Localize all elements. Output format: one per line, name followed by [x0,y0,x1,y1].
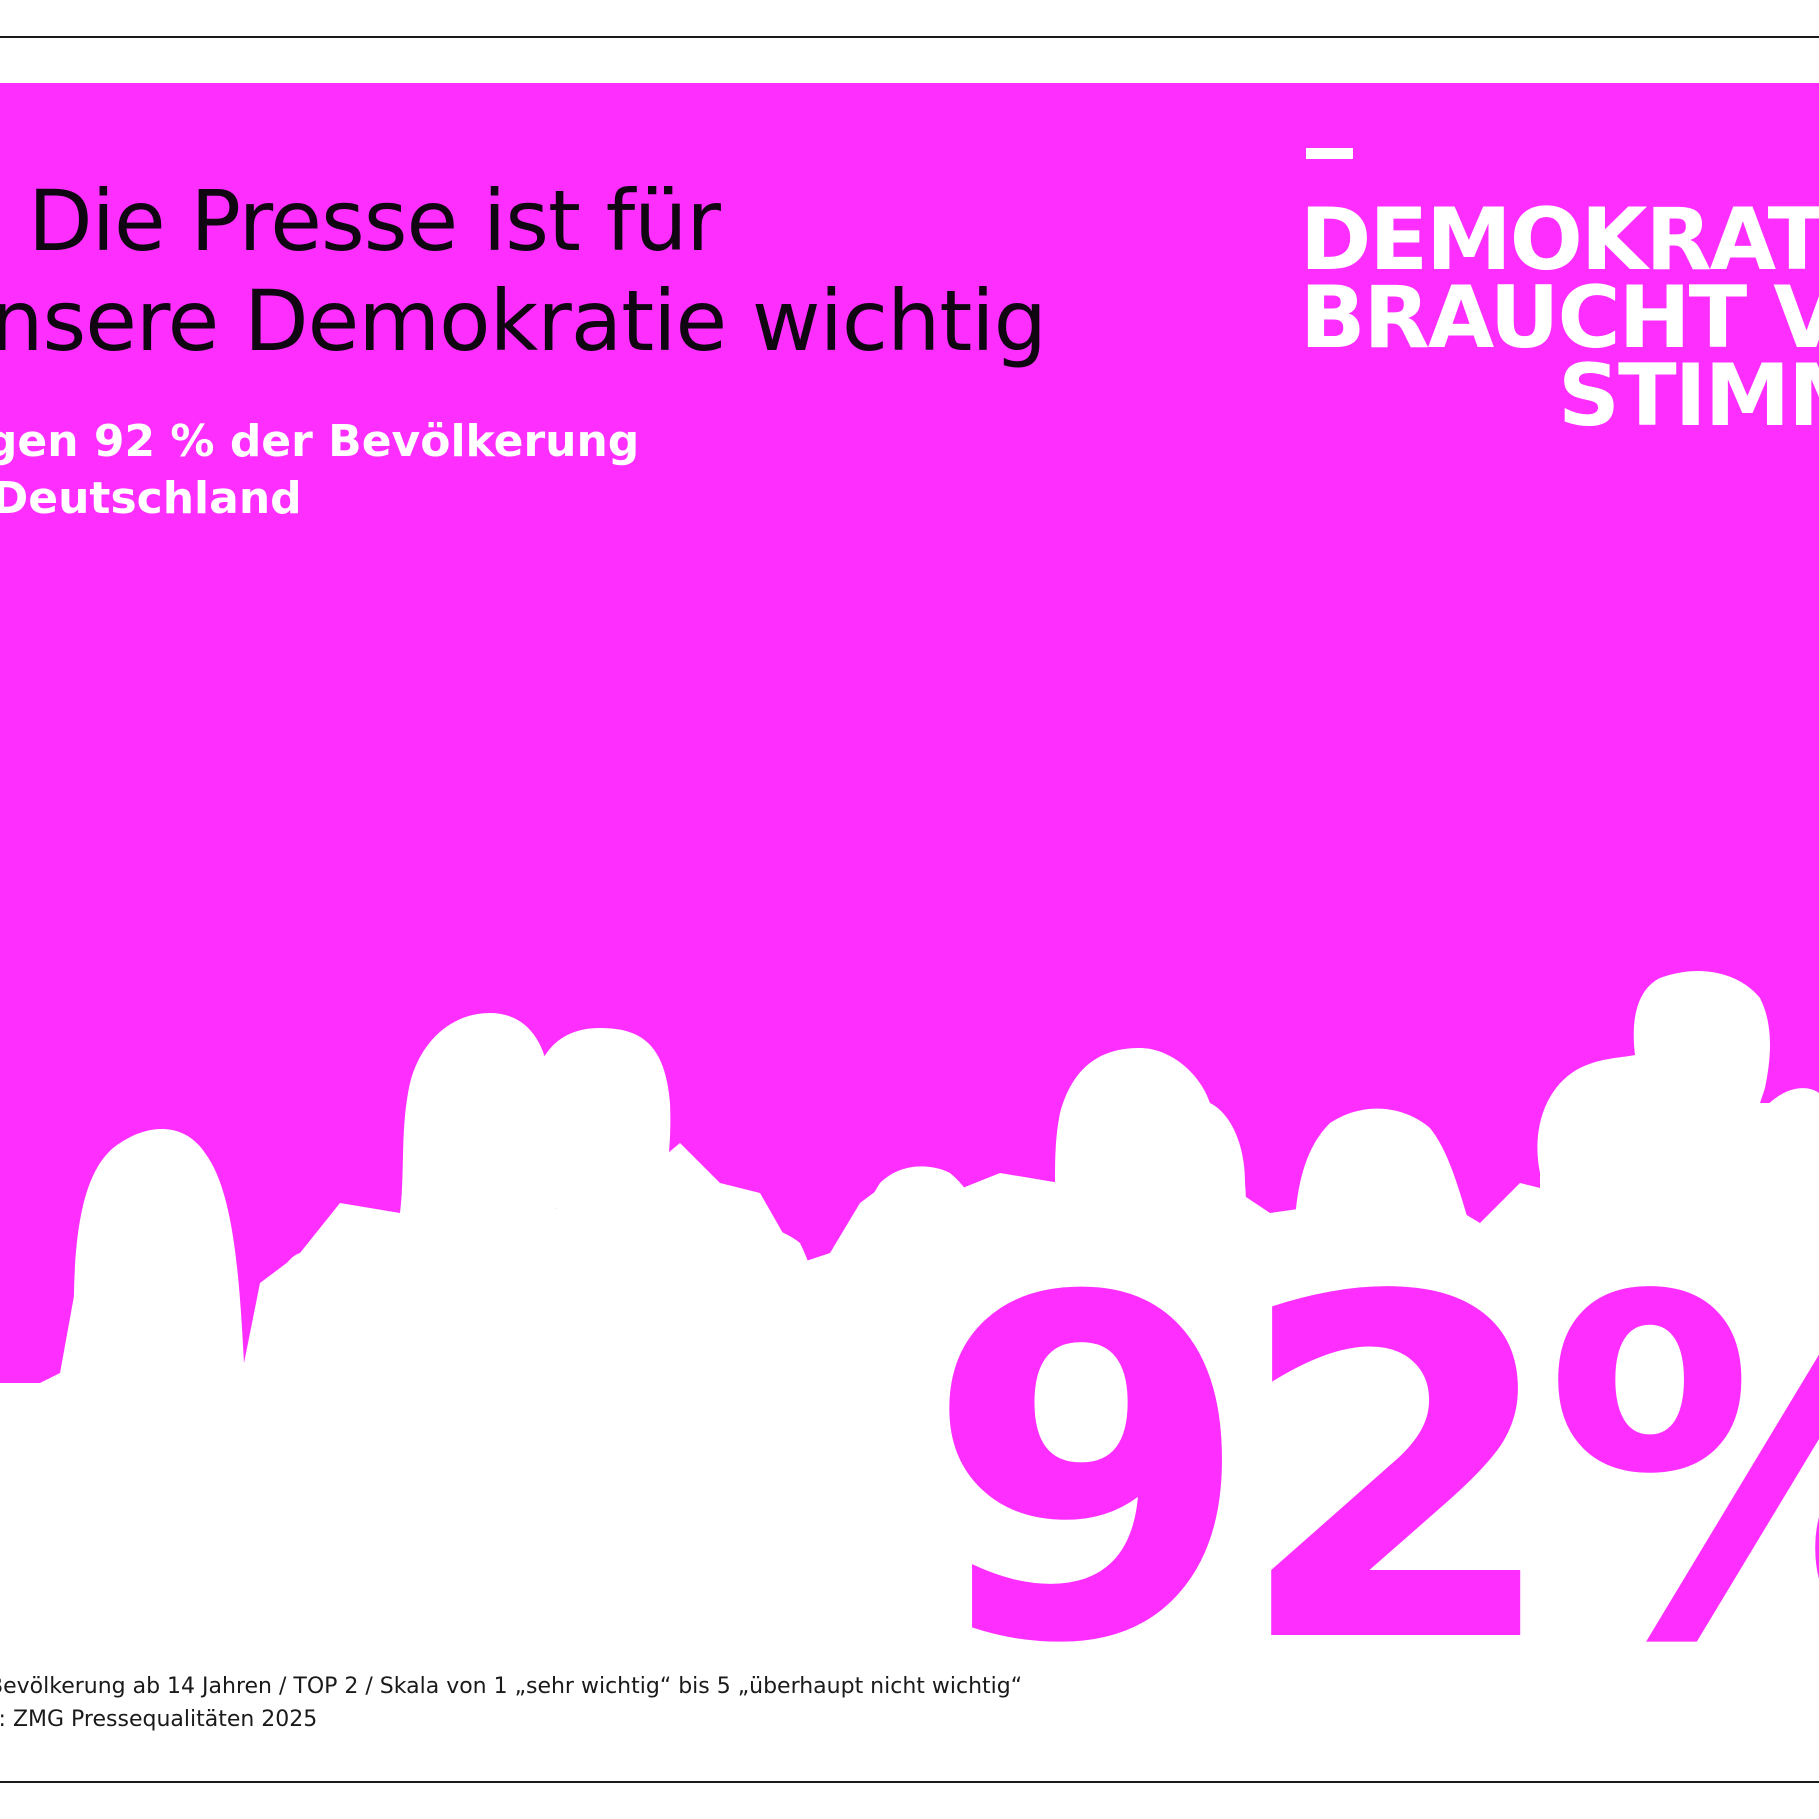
top-rule [0,36,1819,38]
logo-line-1: DEMOKRATIE [1300,190,1819,290]
subline-line-2: in Deutschland [0,473,302,524]
subline-line-1: sagen 92 % der Bevölkerung [0,416,640,467]
logo-line-3: STIMMEN [1558,346,1819,446]
campaign-logo: DEMOKRATIE BRAUCHT VIELE STIMMEN [1300,190,1819,446]
magenta-panel: Die Presse ist für unsere Demokratie wic… [0,83,1819,1655]
headline: Die Presse ist für unsere Demokratie wic… [0,171,1047,371]
headline-line-1: Die Presse ist für [28,172,721,270]
footnote-source: Quelle: ZMG Pressequalitäten 2025 [0,1707,318,1732]
logo-dash [1306,148,1353,159]
big-percentage: 92% [925,1199,1819,1656]
headline-line-2: unsere Demokratie wichtig [0,272,1047,370]
footnote-basis: Basis: Bevölkerung ab 14 Jahren / TOP 2 … [0,1674,1023,1699]
crowd-silhouette [0,970,1819,1655]
logo-line-2: BRAUCHT VIELE [1300,268,1819,368]
bottom-rule [0,1781,1819,1783]
subline: sagen 92 % der Bevölkerung in Deutschlan… [0,413,639,527]
